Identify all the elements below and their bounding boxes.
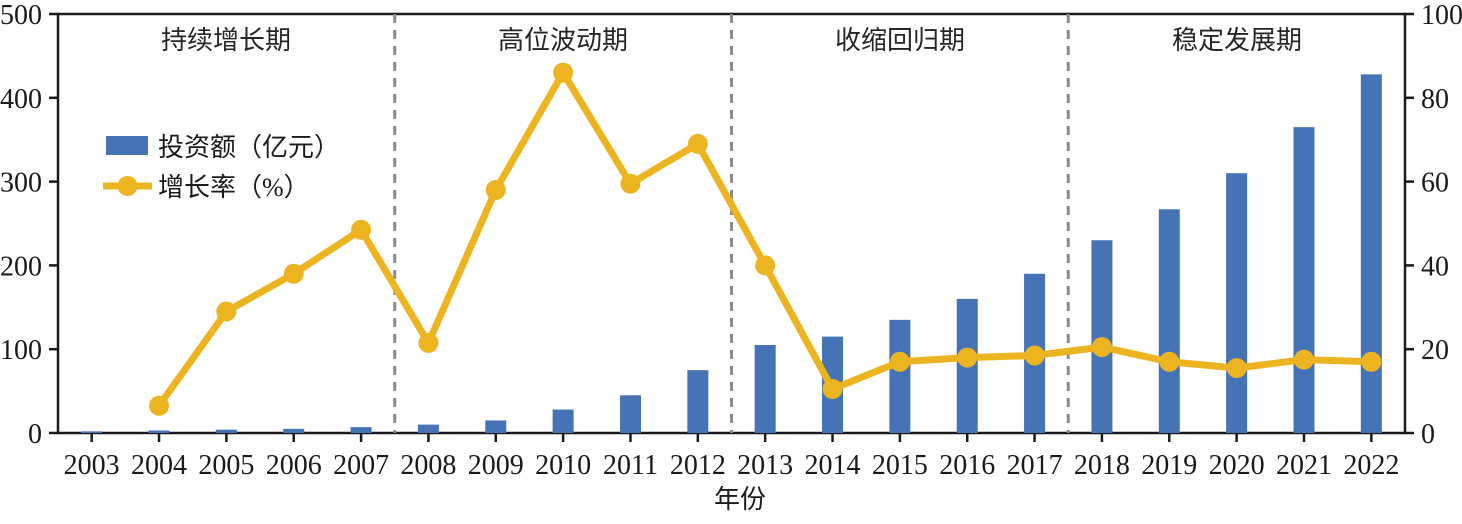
growth-point-2012 <box>687 133 708 154</box>
left-tick-label: 200 <box>0 251 42 282</box>
year-label-2008: 2008 <box>400 450 456 481</box>
phase-dividers <box>393 14 1070 433</box>
right-tick-label: 80 <box>1421 84 1449 115</box>
left-axis: 0 100 200 300 400 500 <box>0 0 58 450</box>
bar-2010 <box>552 409 574 433</box>
bar-2005 <box>215 429 237 433</box>
right-tick-label: 60 <box>1421 168 1449 199</box>
bar-2022 <box>1360 74 1382 433</box>
right-axis: 0 20 40 60 80 100 <box>1405 0 1462 450</box>
year-label-2006: 2006 <box>266 450 322 481</box>
growth-point-2020 <box>1226 358 1247 379</box>
growth-point-2008 <box>418 332 439 353</box>
year-label-2012: 2012 <box>670 450 726 481</box>
growth-point-2021 <box>1293 349 1314 370</box>
bar-2008 <box>417 424 439 433</box>
growth-point-2013 <box>755 255 776 276</box>
bar-2021 <box>1293 127 1315 433</box>
year-label-2009: 2009 <box>468 450 524 481</box>
bar-2006 <box>283 428 305 433</box>
right-tick-label: 20 <box>1421 335 1449 366</box>
x-axis: 2003 2004 2005 2006 2007 2008 2009 2010 2011 2012… <box>64 433 1399 481</box>
growth-point-2009 <box>485 179 506 200</box>
legend-bar-swatch <box>106 136 148 155</box>
growth-point-2007 <box>351 219 372 240</box>
legend-growth-label: 增长率（%） <box>158 173 310 202</box>
right-tick-label: 40 <box>1421 251 1449 282</box>
bar-2009 <box>485 420 507 433</box>
growth-point-2016 <box>957 347 978 368</box>
growth-line <box>149 62 1382 416</box>
year-label-2020: 2020 <box>1209 450 1265 481</box>
growth-point-2018 <box>1091 337 1112 358</box>
year-label-2013: 2013 <box>737 450 793 481</box>
left-tick-label: 0 <box>28 419 42 450</box>
bar-2019 <box>1158 209 1180 433</box>
phase-label-stable: 稳定发展期 <box>1172 26 1302 55</box>
year-label-2014: 2014 <box>805 450 861 481</box>
year-label-2017: 2017 <box>1007 450 1063 481</box>
year-label-2015: 2015 <box>872 450 928 481</box>
year-label-2005: 2005 <box>198 450 254 481</box>
left-tick-label: 300 <box>0 168 42 199</box>
growth-point-2011 <box>620 173 641 194</box>
growth-point-2017 <box>1024 345 1045 366</box>
phase-label-fluctuation: 高位波动期 <box>498 26 628 55</box>
year-label-2007: 2007 <box>333 450 389 481</box>
phase-labels: 持续增长期 高位波动期 收缩回归期 稳定发展期 <box>161 26 1302 55</box>
growth-point-2019 <box>1159 351 1180 372</box>
left-tick-label: 400 <box>0 84 42 115</box>
year-label-2021: 2021 <box>1276 450 1332 481</box>
bar-2004 <box>148 430 170 433</box>
bar-2011 <box>619 395 641 433</box>
phase-label-contraction: 收缩回归期 <box>835 26 965 55</box>
growth-point-2022 <box>1361 351 1382 372</box>
growth-point-2004 <box>149 395 170 416</box>
growth-point-2010 <box>553 62 574 83</box>
year-label-2010: 2010 <box>535 450 591 481</box>
phase-label-growth: 持续增长期 <box>161 26 291 55</box>
year-label-2004: 2004 <box>131 450 187 481</box>
growth-point-2005 <box>216 301 237 322</box>
year-label-2018: 2018 <box>1074 450 1130 481</box>
bar-2013 <box>754 345 776 433</box>
bar-2012 <box>687 370 709 433</box>
year-label-2019: 2019 <box>1141 450 1197 481</box>
bar-2003 <box>81 431 103 433</box>
x-axis-title: 年份 <box>714 485 766 514</box>
year-label-2003: 2003 <box>64 450 120 481</box>
legend-investment-label: 投资额（亿元） <box>158 133 340 162</box>
year-label-2016: 2016 <box>939 450 995 481</box>
left-tick-label: 500 <box>0 0 42 31</box>
legend: 投资额（亿元） 增长率（%） <box>103 133 340 202</box>
right-tick-label: 100 <box>1421 0 1462 31</box>
year-label-2011: 2011 <box>603 450 658 481</box>
growth-point-2015 <box>889 351 910 372</box>
year-label-2022: 2022 <box>1343 450 1399 481</box>
right-tick-label: 0 <box>1421 419 1435 450</box>
legend-line-marker <box>117 176 138 196</box>
left-tick-label: 100 <box>0 335 42 366</box>
growth-point-2014 <box>822 379 843 400</box>
bar-2007 <box>350 427 372 433</box>
bar-2018 <box>1091 240 1113 433</box>
growth-point-2006 <box>283 263 304 284</box>
bar-2020 <box>1226 173 1248 433</box>
bar-2015 <box>889 319 911 433</box>
